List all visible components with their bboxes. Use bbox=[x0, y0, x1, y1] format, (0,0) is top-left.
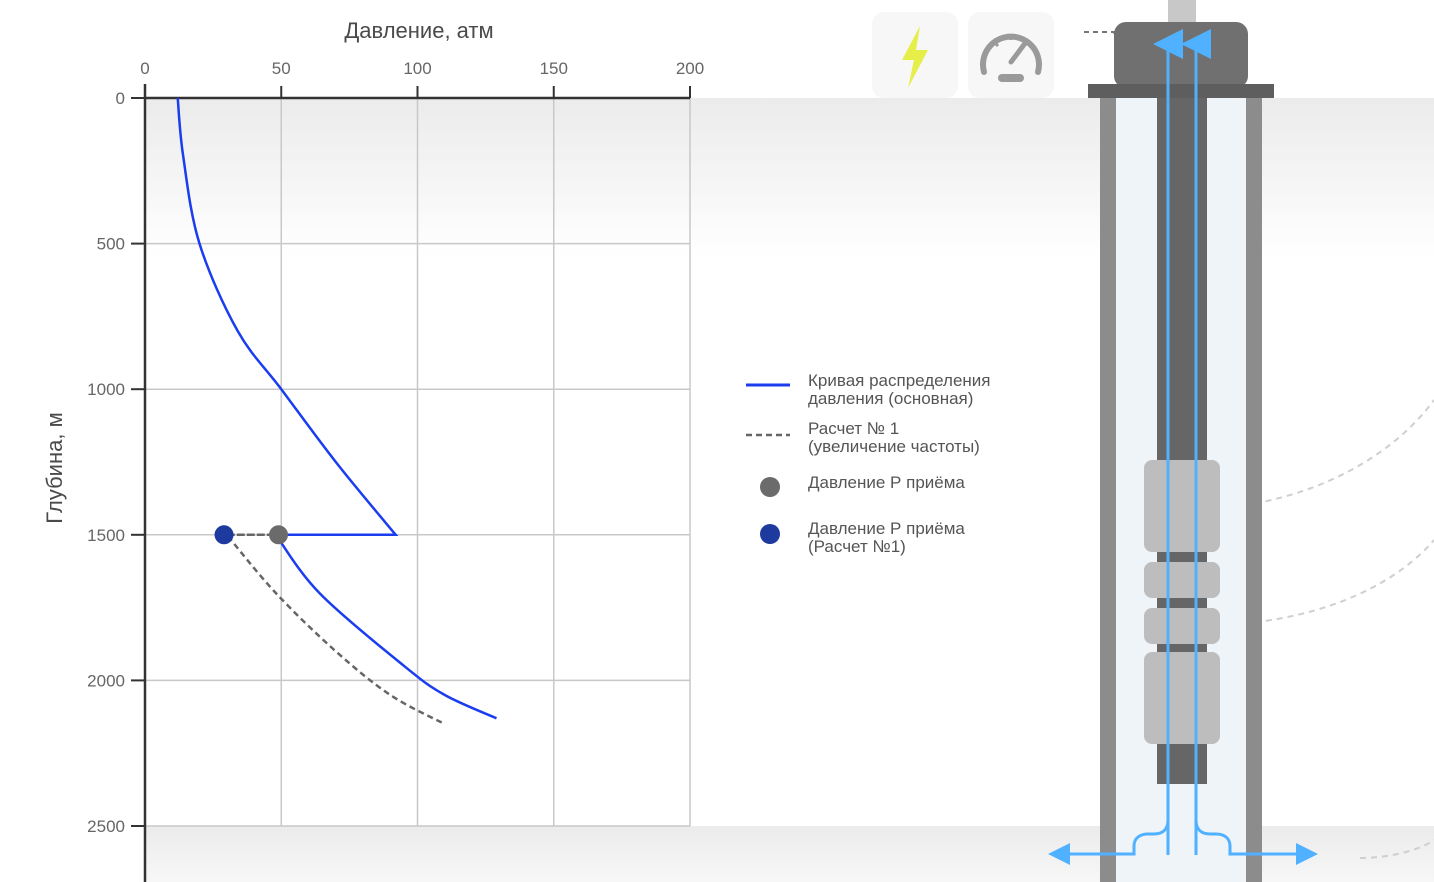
legend-swatch-blue-dot bbox=[760, 524, 780, 544]
y-tick-label: 0 bbox=[116, 89, 125, 108]
legend-swatch-dashed bbox=[746, 433, 790, 437]
x-tick-label: 50 bbox=[272, 59, 291, 78]
x-tick-label: 100 bbox=[403, 59, 431, 78]
well-diagram bbox=[1048, 0, 1434, 882]
gauge-tile[interactable] bbox=[968, 12, 1054, 98]
power-tile[interactable] bbox=[872, 12, 958, 98]
legend-swatch-solid bbox=[746, 383, 790, 387]
legend-item-calc1: Расчет № 1 (увеличение частоты) bbox=[744, 420, 1064, 468]
x-tick-label: 0 bbox=[140, 59, 149, 78]
y-tick-label: 500 bbox=[97, 235, 125, 254]
legend-label: Давление Р приёма bbox=[808, 473, 965, 492]
legend-item-intake-pressure-calc1: Давление Р приёма (Расчет №1) bbox=[744, 520, 1064, 568]
x-tick-label: 200 bbox=[676, 59, 704, 78]
x-axis-title: Давление, атм bbox=[344, 18, 493, 43]
series-line-calc1 bbox=[224, 533, 446, 726]
legend-item-intake-pressure: Давление Р приёма bbox=[744, 474, 1064, 522]
legend-item-main-curve: Кривая распределения давления (основная) bbox=[744, 372, 1064, 420]
legend-swatch-gray-dot bbox=[760, 477, 780, 497]
legend-label: Расчет № 1 (увеличение частоты) bbox=[808, 419, 980, 456]
pressure-gauge-icon bbox=[980, 33, 1042, 82]
callout-line-3 bbox=[1359, 839, 1434, 859]
legend-label: Давление Р приёма (Расчет №1) bbox=[808, 519, 965, 556]
lightning-bolt-icon bbox=[902, 26, 928, 88]
y-tick-label: 1000 bbox=[87, 380, 125, 399]
x-tick-label: 150 bbox=[540, 59, 568, 78]
y-tick-label: 2000 bbox=[87, 671, 125, 690]
y-axis-title: Глубина, м bbox=[42, 412, 67, 523]
marker-intake-pressure bbox=[269, 525, 289, 545]
y-tick-label: 1500 bbox=[87, 526, 125, 545]
series-line-main bbox=[176, 97, 498, 720]
marker-intake-pressure-calc1 bbox=[214, 525, 234, 545]
legend-label: Кривая распределения давления (основная) bbox=[808, 371, 991, 408]
y-tick-label: 2500 bbox=[87, 817, 125, 836]
